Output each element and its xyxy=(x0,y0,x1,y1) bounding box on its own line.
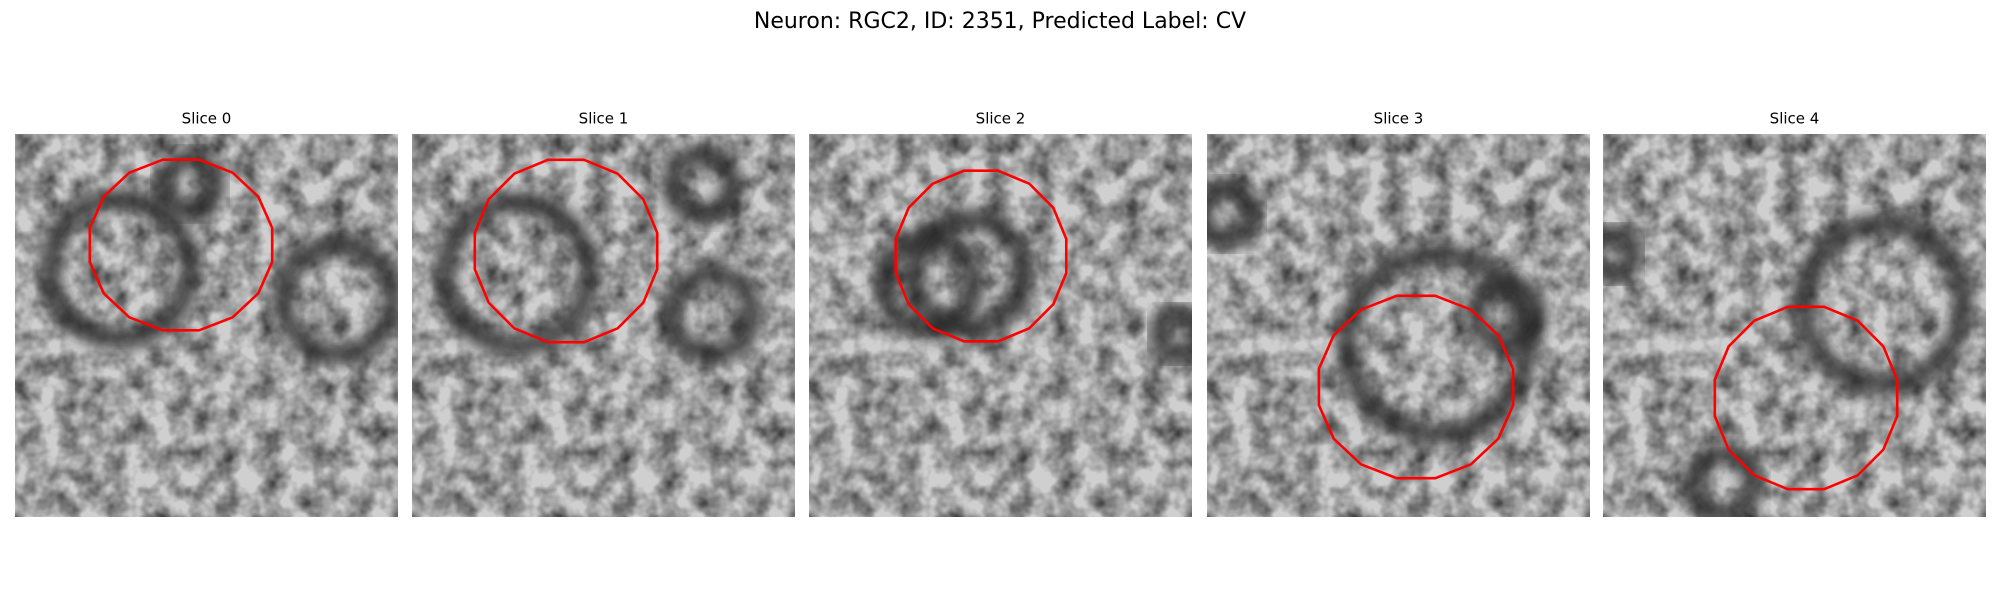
panel-title: Slice 1 xyxy=(579,110,629,128)
roi-outline xyxy=(88,158,274,332)
dark-ring xyxy=(661,263,763,365)
image-texture xyxy=(1603,134,1986,517)
roi-outline xyxy=(894,169,1068,343)
panel-title: Slice 3 xyxy=(1374,110,1424,128)
dark-ring xyxy=(1148,303,1192,365)
dark-ring xyxy=(1682,443,1764,517)
roi-outline xyxy=(1317,294,1515,480)
dark-ring xyxy=(1792,213,1974,395)
slice-image xyxy=(412,134,795,517)
dark-ring xyxy=(272,233,398,365)
slice-image xyxy=(809,134,1192,517)
dark-ring xyxy=(903,208,1035,340)
slice-image xyxy=(15,134,398,517)
roi-outline xyxy=(1713,305,1899,491)
roi-outline xyxy=(473,158,659,344)
dark-ring xyxy=(1207,178,1263,250)
dark-ring xyxy=(1603,223,1644,285)
slice-image xyxy=(1603,134,1986,517)
dark-ring xyxy=(434,191,600,357)
panel-title: Slice 2 xyxy=(976,110,1026,128)
dark-ring xyxy=(39,188,201,350)
slice-image xyxy=(1207,134,1590,517)
dark-ring xyxy=(661,143,743,225)
panel-title: Slice 0 xyxy=(182,110,232,128)
figure-title: Neuron: RGC2, ID: 2351, Predicted Label:… xyxy=(754,9,1246,34)
panels: Slice 0 Slice 1 Slice 2 Slice 3 Slice 4 xyxy=(15,110,1986,517)
panel-title: Slice 4 xyxy=(1770,110,1820,128)
